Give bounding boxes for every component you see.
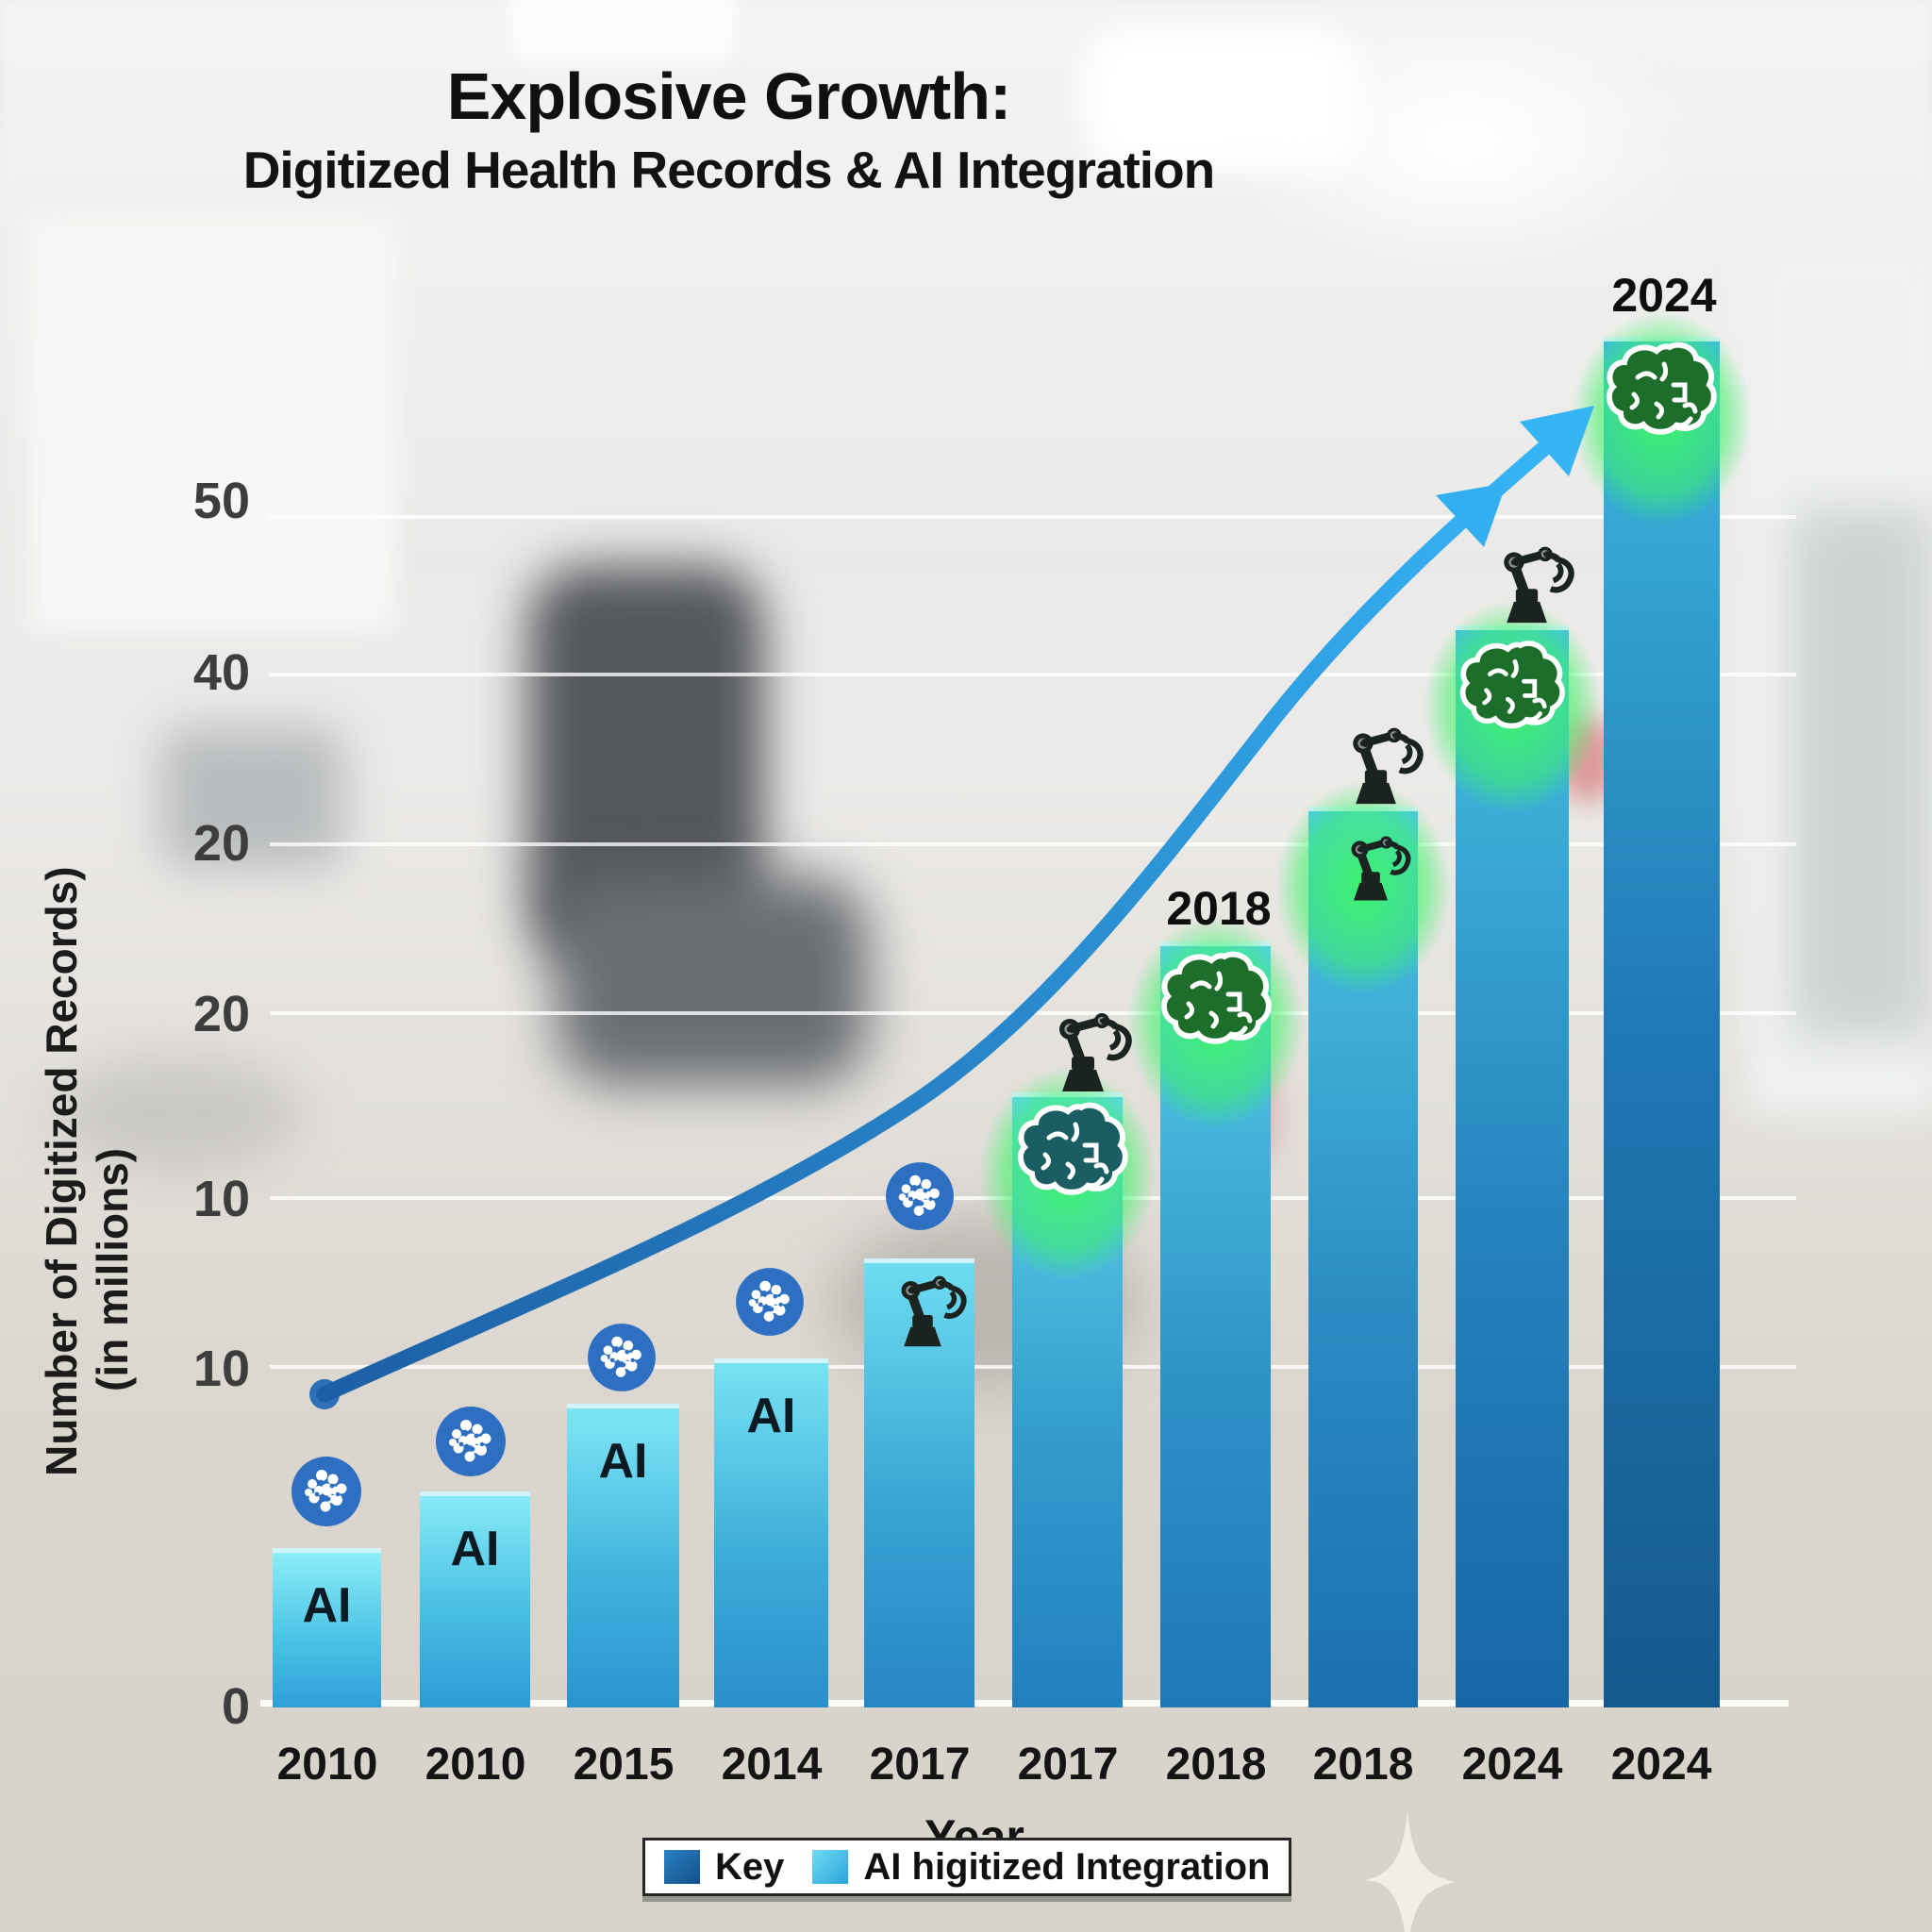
y-tick: 0 bbox=[221, 1678, 250, 1735]
chart-title-line1: Explosive Growth: bbox=[446, 59, 1012, 133]
x-tick: 2010 bbox=[276, 1740, 378, 1790]
bar-2018-b bbox=[1250, 751, 1476, 1707]
annotation-2024: 2024 bbox=[1611, 269, 1717, 322]
neural-network-badge-icon bbox=[291, 1457, 361, 1526]
window-glare bbox=[1217, 0, 1707, 283]
bar-2010-b: AI bbox=[420, 1491, 530, 1707]
y-axis-label-line1: Number of Digitized Records) bbox=[37, 866, 86, 1476]
bar-ai-label: AI bbox=[302, 1578, 352, 1633]
annotation-2018: 2018 bbox=[1166, 882, 1272, 935]
legend: Key AI higitized Integration bbox=[642, 1838, 1291, 1896]
bar-2024-b bbox=[1545, 281, 1778, 1707]
background-equipment bbox=[1792, 509, 1932, 1038]
y-tick: 50 bbox=[192, 473, 250, 529]
bar-ai-label: AI bbox=[598, 1434, 648, 1489]
x-tick: 2015 bbox=[573, 1740, 675, 1790]
legend-label-ai: AI higitized Integration bbox=[863, 1845, 1271, 1888]
bar-2010-a: AI bbox=[273, 1548, 381, 1707]
ceiling-light-icon bbox=[509, 0, 736, 61]
y-tick: 20 bbox=[192, 815, 250, 872]
legend-label-key: Key bbox=[715, 1845, 785, 1888]
bar-2018-a bbox=[1102, 886, 1329, 1707]
x-tick: 2024 bbox=[1610, 1740, 1712, 1790]
background-floor-shadow bbox=[57, 1057, 302, 1170]
neural-network-badge-icon bbox=[736, 1268, 804, 1336]
sparkle-icon bbox=[1359, 1810, 1456, 1932]
legend-swatch-light bbox=[812, 1850, 849, 1884]
bar-2024-a bbox=[1397, 570, 1627, 1707]
bar-2015: AI bbox=[567, 1404, 679, 1707]
x-tick: 2018 bbox=[1312, 1740, 1414, 1790]
y-tick: 10 bbox=[192, 1341, 250, 1397]
y-tick: 20 bbox=[192, 986, 250, 1042]
x-tick: 2017 bbox=[869, 1740, 971, 1790]
bar-2014: AI bbox=[714, 1358, 828, 1707]
x-tick: 2014 bbox=[721, 1740, 823, 1790]
x-tick: 2010 bbox=[425, 1740, 526, 1790]
x-tick: 2017 bbox=[1017, 1740, 1119, 1790]
bar-ai-label: AI bbox=[746, 1389, 796, 1443]
neural-network-badge-icon bbox=[588, 1324, 656, 1391]
y-tick: 10 bbox=[192, 1171, 250, 1227]
bar-2017-a bbox=[864, 1258, 974, 1707]
background-window bbox=[28, 217, 396, 632]
green-glow bbox=[1397, 570, 1627, 843]
bar-2017-b bbox=[954, 1037, 1181, 1707]
background-exam-chair-seat bbox=[557, 877, 868, 1085]
neural-network-badge-icon bbox=[436, 1407, 506, 1476]
chart-title-line2: Digitized Health Records & AI Integratio… bbox=[242, 141, 1216, 199]
x-tick: 2018 bbox=[1165, 1740, 1267, 1790]
y-tick: 40 bbox=[192, 644, 250, 701]
legend-swatch-dark bbox=[664, 1850, 700, 1884]
x-tick: 2024 bbox=[1461, 1740, 1563, 1790]
bar-ai-label: AI bbox=[450, 1522, 500, 1576]
